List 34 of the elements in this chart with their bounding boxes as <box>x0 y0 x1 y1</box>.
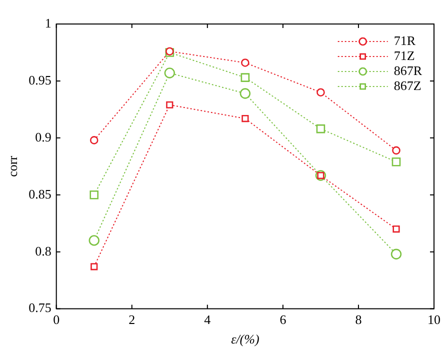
x-tick-label: 0 <box>53 312 60 328</box>
y-tick-label: 0.75 <box>28 300 52 316</box>
point <box>90 136 98 144</box>
point <box>392 157 401 166</box>
y-tick-label: 0.85 <box>28 186 52 202</box>
point <box>390 248 402 260</box>
point <box>166 101 174 108</box>
x-tick-label: 10 <box>428 312 440 328</box>
y-tick-label: 0.9 <box>35 129 52 144</box>
x-tick-label: 2 <box>128 312 136 328</box>
point <box>392 146 400 155</box>
legend-label: 71Z <box>394 48 415 63</box>
y-axis-title: corr <box>5 155 20 177</box>
x-axis-title: ε/(%) <box>231 332 260 347</box>
legend-label: 867R <box>394 62 422 78</box>
y-tick-label: 0.95 <box>28 72 52 88</box>
x-tick-label: 6 <box>280 312 287 328</box>
point <box>242 115 249 122</box>
point <box>316 88 325 96</box>
legend-label: 71R <box>394 32 416 48</box>
point <box>392 226 400 233</box>
y-tick-label: 0.8 <box>35 243 52 258</box>
point <box>90 190 99 200</box>
point <box>88 235 100 246</box>
point <box>240 88 251 99</box>
point <box>240 73 250 82</box>
y-tick-label: 1 <box>44 15 52 30</box>
point <box>90 263 98 270</box>
point <box>316 124 326 134</box>
point <box>164 68 175 78</box>
x-tick-label: 4 <box>204 312 212 328</box>
point <box>241 58 250 67</box>
legend-label: 867Z <box>394 78 422 93</box>
x-tick-label: 8 <box>355 312 362 328</box>
